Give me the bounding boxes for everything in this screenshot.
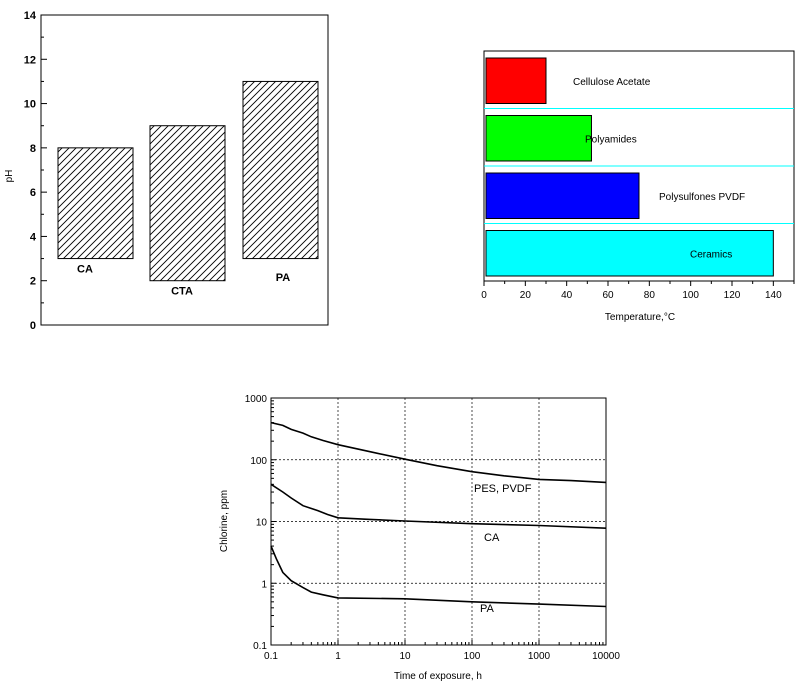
ph-y-tick-label: 6: [30, 187, 36, 199]
chlorine-series-label: PA: [480, 603, 495, 615]
ph-y-tick-label: 10: [24, 99, 36, 111]
chlorine-series-line: [270, 545, 607, 608]
ph-category-label: CA: [77, 264, 93, 276]
chlorine-series-label: CA: [484, 532, 500, 544]
chlorine-chart: Time of exposure, h Chlorine, ppm 0.1 1 10…: [219, 394, 620, 682]
chlorine-x-axis-title: Time of exposure, h: [394, 671, 482, 682]
ph-range-bar-pa: [242, 80, 319, 260]
chlorine-x-tick-label: 0.1: [264, 651, 278, 662]
ph-y-tick-label: 0: [30, 320, 36, 332]
chlorine-x-tick-label: 100: [464, 651, 481, 662]
temperature-x-tick-label: 100: [682, 290, 699, 301]
temperature-bar-label: Polyamides: [585, 134, 637, 145]
chlorine-y-tick-label: 100: [250, 456, 267, 467]
ph-y-tick-label: 8: [30, 143, 36, 155]
temperature-bar: [485, 57, 547, 104]
chlorine-series-label: PES, PVDF: [474, 483, 532, 495]
ph-y-tick-label: 4: [30, 231, 37, 243]
chlorine-series-line: [270, 483, 607, 529]
temperature-x-tick-label: 0: [481, 290, 487, 301]
chlorine-y-tick-label: 1: [261, 579, 267, 590]
ph-y-axis-title: pH: [4, 170, 15, 183]
chlorine-y-axis-title: Chlorine, ppm: [219, 490, 230, 552]
temperature-x-tick-label: 120: [724, 290, 741, 301]
temperature-x-tick-label: 40: [561, 290, 573, 301]
chlorine-y-tick-label: 1000: [245, 394, 268, 405]
ph-category-label: CTA: [171, 286, 193, 298]
ph-y-tick-label: 12: [24, 54, 36, 66]
temperature-bar-label: Ceramics: [690, 249, 732, 260]
temperature-x-tick-label: 20: [520, 290, 532, 301]
chlorine-x-tick-label: 1: [335, 651, 341, 662]
chlorine-y-tick-label: 10: [256, 518, 268, 529]
ph-category-label: PA: [276, 272, 291, 284]
temperature-bar-label: Polysulfones PVDF: [659, 192, 745, 203]
ph-range-bar-ca: [57, 147, 134, 260]
chlorine-series-line: [270, 421, 607, 484]
ph-range-chart: pH 0 2 4 6 8 10 12 14 CA CTA PA: [4, 10, 329, 332]
temperature-bar-label: Cellulose Acetate: [573, 77, 651, 88]
temperature-x-tick-label: 140: [765, 290, 782, 301]
chlorine-x-tick-label: 10000: [592, 651, 620, 662]
temperature-x-axis-title: Temperature,°C: [605, 312, 675, 323]
chlorine-y-tick-label: 0.1: [253, 641, 267, 652]
temperature-chart: Temperature,°C Cellulose Acetate Polyamid…: [481, 50, 795, 323]
temperature-x-tick-label: 80: [644, 290, 656, 301]
ph-y-tick-label: 14: [24, 10, 37, 22]
temperature-x-tick-label: 60: [602, 290, 614, 301]
temperature-bar: [485, 115, 592, 162]
temperature-bar: [485, 230, 774, 277]
chlorine-x-tick-label: 10: [399, 651, 411, 662]
ph-y-tick-label: 2: [30, 276, 36, 288]
chlorine-x-tick-label: 1000: [528, 651, 551, 662]
temperature-bar: [485, 172, 640, 219]
ph-range-bar-cta: [149, 125, 226, 282]
